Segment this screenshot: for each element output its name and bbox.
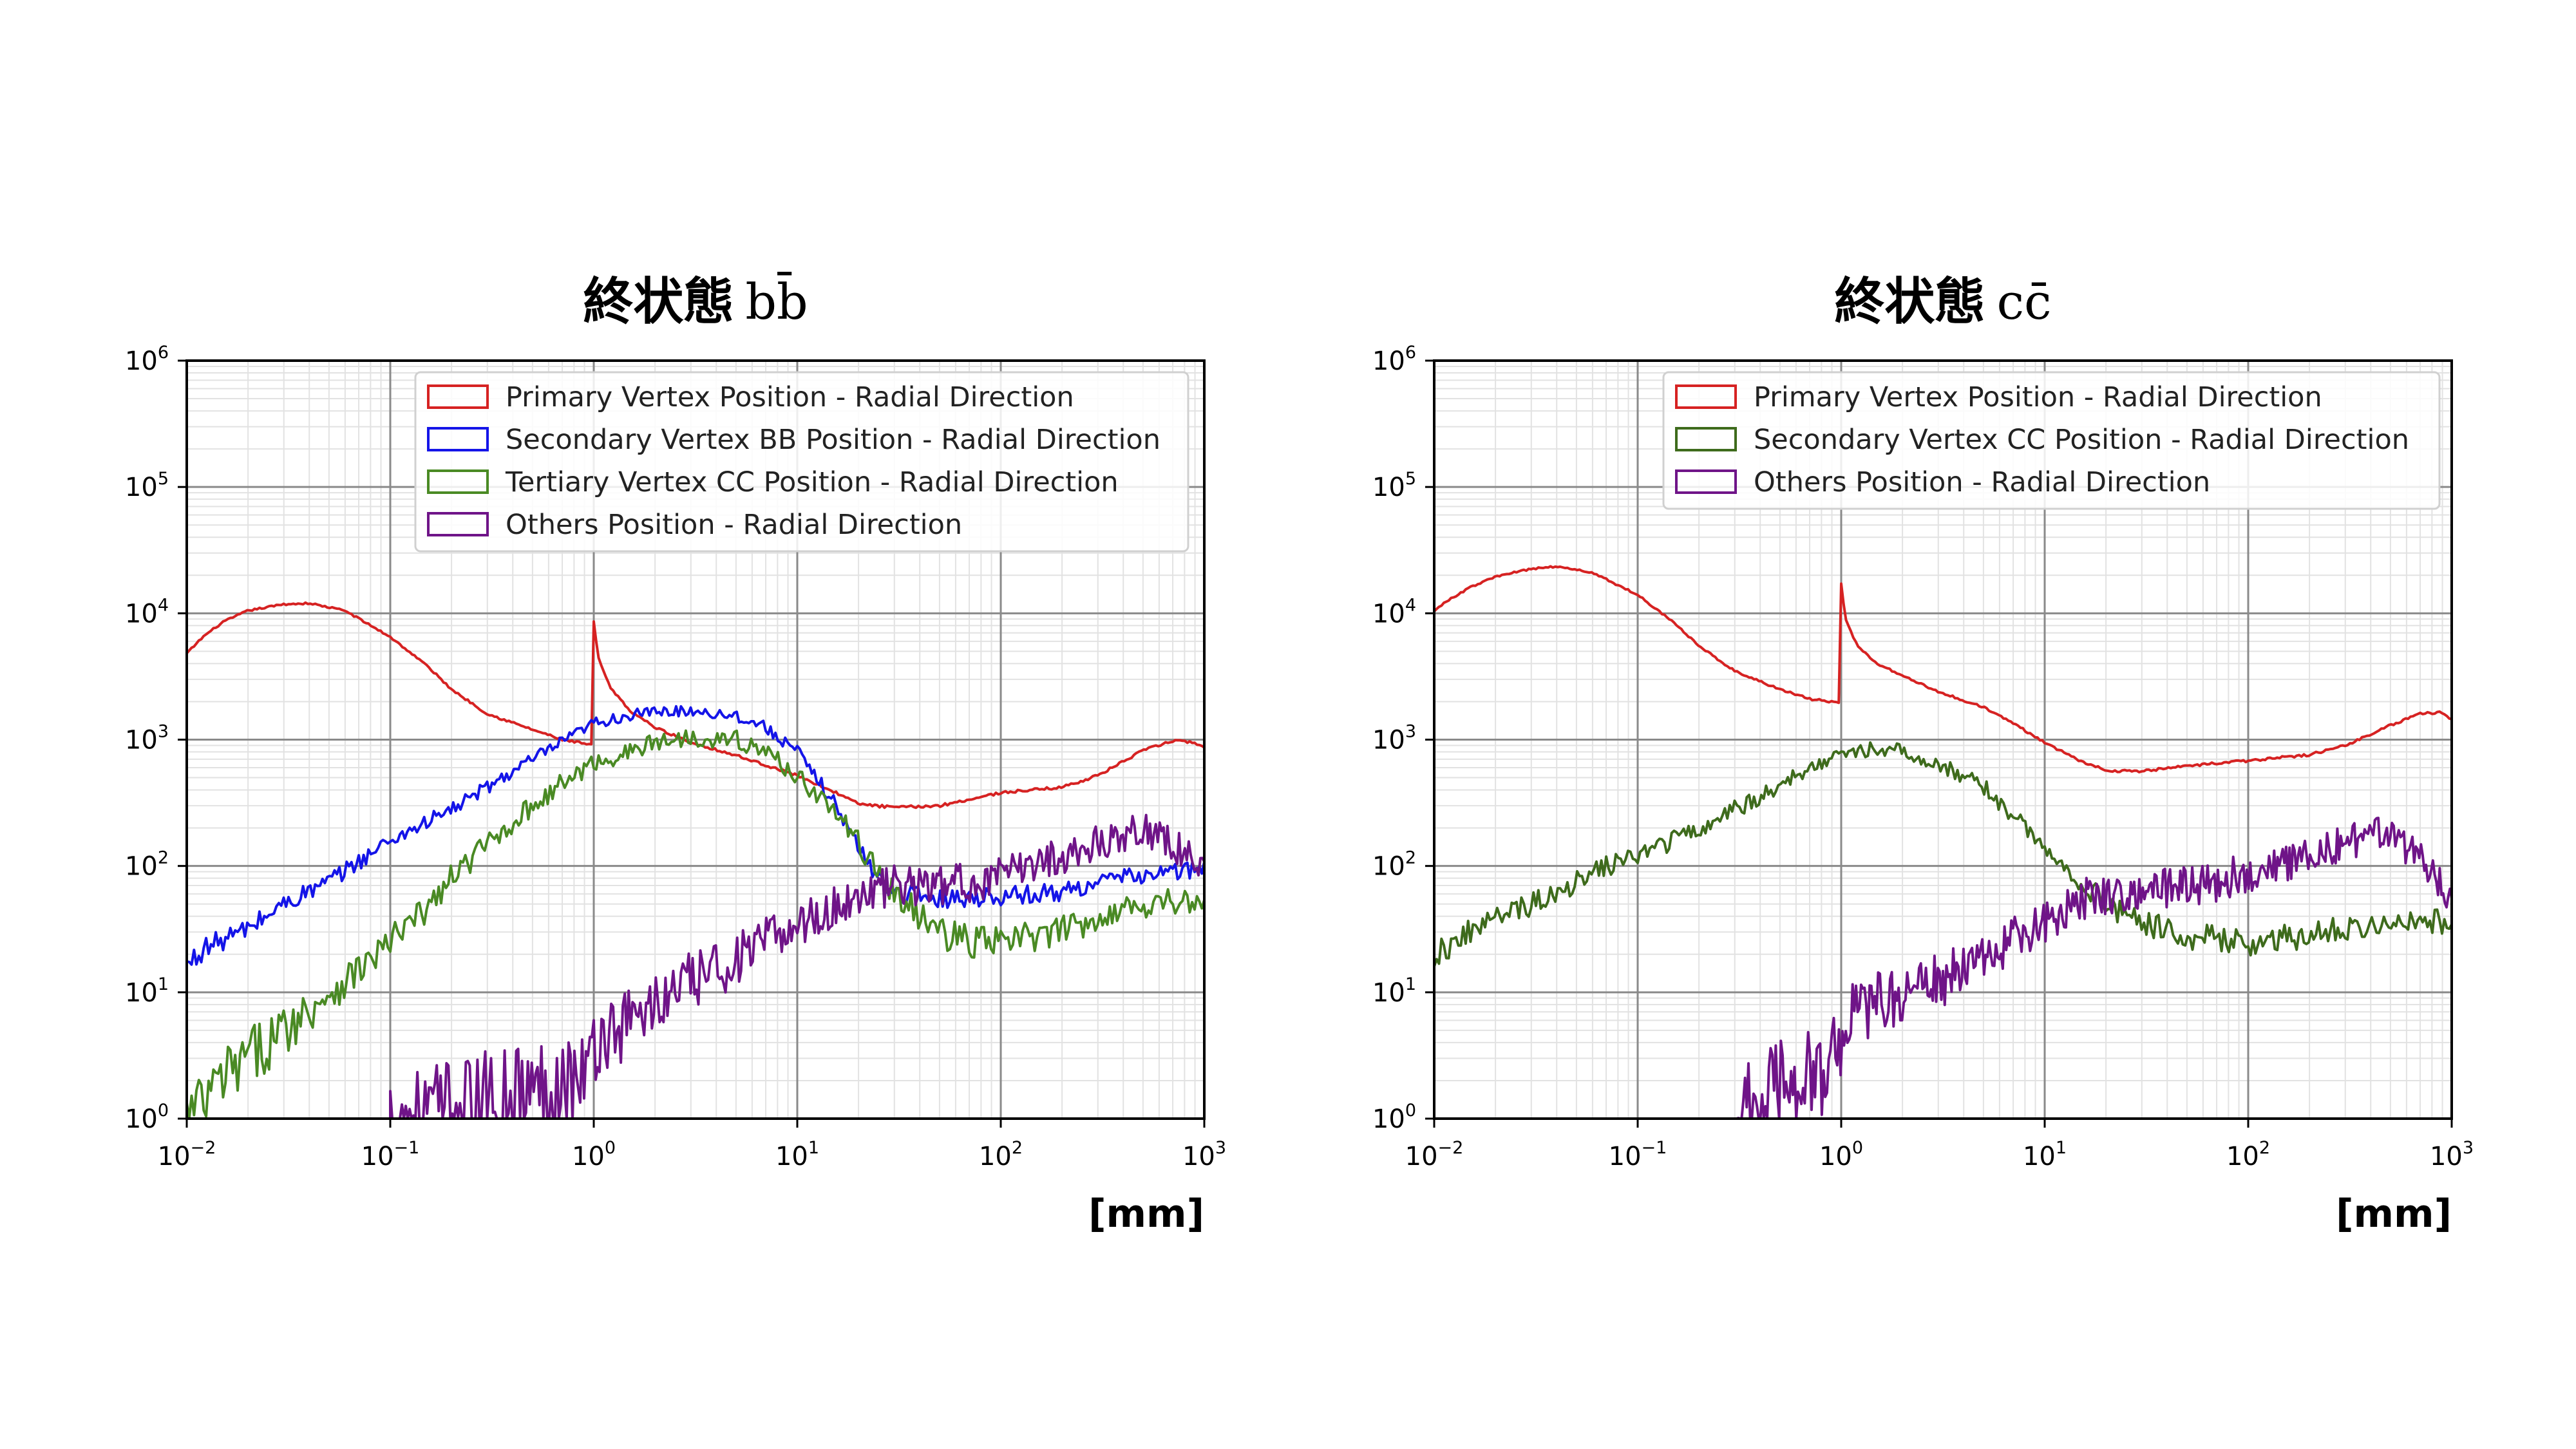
plot-area [187,601,1204,1119]
series-line-1 [1434,565,2452,1119]
legend-swatch [427,384,489,409]
legend-label: Others Position - Radial Direction [1754,466,2210,498]
series-line-2 [187,705,1204,1119]
legend-label: Primary Vertex Position - Radial Directi… [1754,381,2322,413]
chart-title: 終状態 bb̄ [583,271,808,331]
legend-label: Primary Vertex Position - Radial Directi… [506,381,1074,413]
series-line-3 [1734,817,2452,1119]
legend-swatch [1675,469,1737,494]
legend-swatch [427,512,489,536]
legend-label: Secondary Vertex CC Position - Radial Di… [1754,424,2409,456]
y-tick-label: 105 [125,469,169,502]
legend-label: Secondary Vertex BB Position - Radial Di… [506,424,1160,456]
plot-area [1434,565,2452,1119]
y-tick-label: 103 [1372,722,1416,755]
x-tick-label: 103 [2430,1138,2474,1171]
y-tick-label: 106 [125,343,169,376]
y-tick-label: 100 [1372,1101,1416,1134]
legend-box [1662,371,2441,510]
y-tick-label: 106 [1372,343,1416,376]
x-tick-label: 100 [572,1138,616,1171]
x-tick-label: 10−2 [158,1138,216,1171]
x-axis-unit-label: [mm] [1088,1191,1204,1236]
y-tick-label: 102 [1372,848,1416,882]
y-tick-label: 101 [125,974,169,1008]
y-tick-label: 100 [125,1101,169,1134]
legend: Primary Vertex Position - Radial Directi… [414,371,1189,553]
legend-swatch [1675,384,1737,409]
x-axis-unit-label: [mm] [2336,1191,2452,1236]
legend-box [414,371,1189,553]
series-line-1 [187,601,1204,1119]
x-tick-label: 102 [979,1138,1023,1171]
chart-title: 終状態 cc̄ [1834,273,2051,331]
x-tick-label: 10−1 [1609,1138,1667,1171]
x-tick-label: 102 [2226,1138,2270,1171]
y-tick-label: 104 [1372,595,1416,629]
series-line-3 [187,729,1204,1119]
y-tick-label: 101 [1372,974,1416,1008]
x-tick-label: 10−2 [1405,1138,1464,1171]
chart-panel-cc: 終状態 cc̄ 10−2 10−1 100 101 102 103 100 101 102 103 10… [1372,273,2474,1236]
legend-label: Tertiary Vertex CC Position - Radial Dir… [505,466,1119,498]
series-line-2 [1434,741,2452,1119]
x-tick-label: 10−1 [361,1138,420,1171]
x-tick-label: 103 [1182,1138,1226,1171]
legend-swatch [427,469,489,494]
y-tick-label: 104 [125,595,169,629]
legend-label: Others Position - Radial Direction [506,509,962,541]
series-line-4 [389,813,1204,1119]
legend-swatch [427,427,489,451]
x-tick-label: 100 [1819,1138,1863,1171]
legend-swatch [1675,427,1737,451]
legend: Primary Vertex Position - Radial Directi… [1662,371,2441,510]
y-tick-label: 105 [1372,469,1416,502]
x-tick-label: 101 [2023,1138,2067,1171]
y-tick-label: 102 [125,848,169,882]
chart-panel-bb: 終状態 bb̄ 10−2 10−1 100 101 102 103 100 101 102 103 10… [125,271,1226,1236]
x-tick-label: 101 [775,1138,819,1171]
y-tick-label: 103 [125,722,169,755]
